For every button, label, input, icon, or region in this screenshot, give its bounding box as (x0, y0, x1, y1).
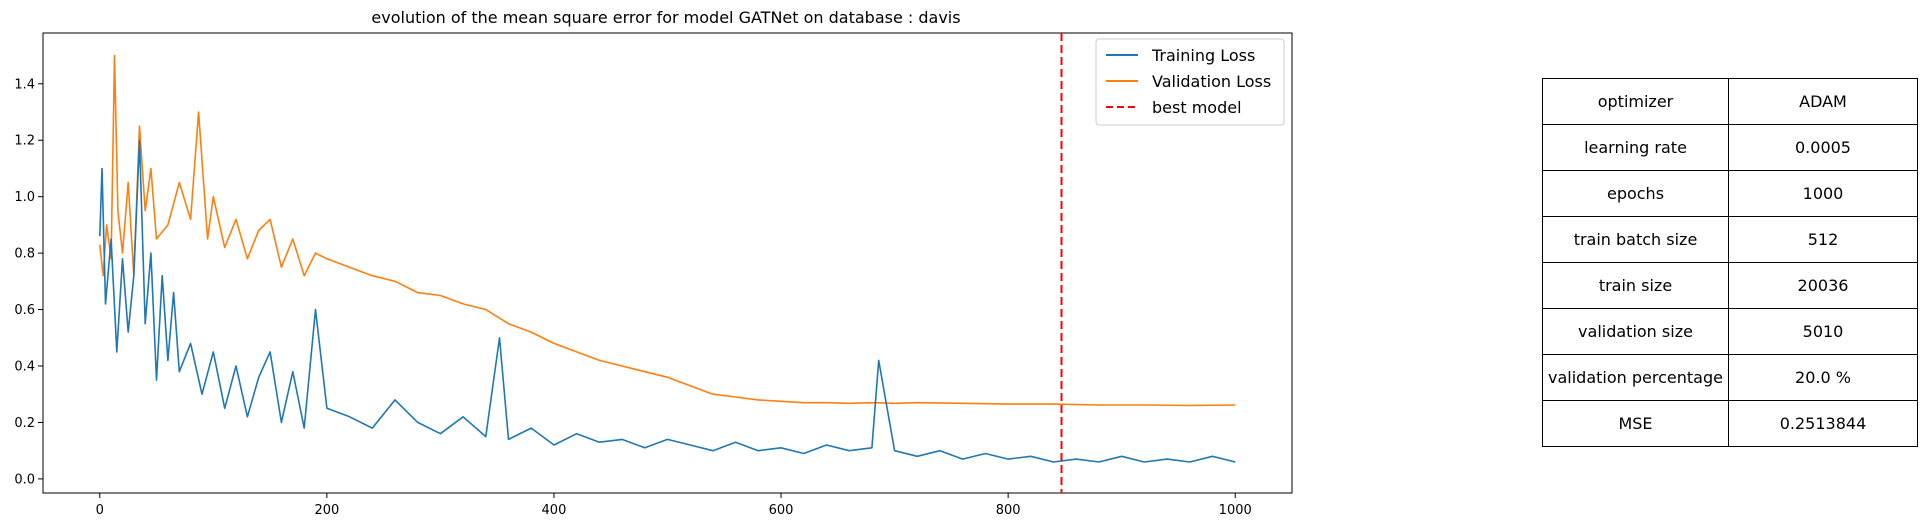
y-tick-label: 1.2 (14, 134, 35, 149)
param-name: optimizer (1542, 78, 1729, 125)
param-name: validation percentage (1542, 354, 1729, 401)
param-value: 20.0 % (1728, 354, 1918, 401)
table-row: train batch size 512 (1542, 216, 1918, 263)
param-name: learning rate (1542, 124, 1729, 171)
series-line-training-loss (99, 139, 1236, 463)
x-tick-label: 400 (542, 503, 567, 518)
param-value: 1000 (1728, 170, 1918, 217)
legend-box (1095, 38, 1285, 126)
param-name: MSE (1542, 400, 1729, 447)
table-row: MSE 0.2513844 (1542, 400, 1918, 447)
series-layer (99, 54, 1236, 463)
x-axis: 0 200 400 600 800 1000 (96, 493, 1252, 518)
y-tick-label: 0.4 (14, 360, 35, 375)
legend-label-best: best model (1152, 98, 1242, 117)
table-row: epochs 1000 (1542, 170, 1918, 217)
y-tick-label: 0.6 (14, 303, 35, 318)
param-value: 0.2513844 (1728, 400, 1918, 447)
y-tick-label: 0.2 (14, 416, 35, 431)
table-row: validation size 5010 (1542, 308, 1918, 355)
table-row: train size 20036 (1542, 262, 1918, 309)
table-row: validation percentage 20.0 % (1542, 354, 1918, 401)
x-tick-label: 200 (314, 503, 339, 518)
parameters-table: optimizer ADAM learning rate 0.0005 epochs 10… (1542, 78, 1918, 447)
y-tick-label: 0.0 (14, 472, 35, 487)
param-value: 0.0005 (1728, 124, 1918, 171)
legend-label-validation: Validation Loss (1152, 72, 1271, 91)
plot-frame (42, 32, 1293, 494)
param-name: validation size (1542, 308, 1729, 355)
y-tick-label: 1.0 (14, 190, 35, 205)
x-tick-label: 800 (996, 503, 1021, 518)
param-value: 512 (1728, 216, 1918, 263)
param-value: ADAM (1728, 78, 1918, 125)
chart-title: evolution of the mean square error for m… (371, 8, 960, 27)
legend: Training Loss Validation Loss best model (1095, 38, 1285, 126)
y-tick-label: 1.4 (14, 77, 35, 92)
x-tick-label: 0 (96, 503, 104, 518)
series-line-validation-loss (99, 54, 1236, 407)
legend-label-training: Training Loss (1151, 46, 1255, 65)
param-name: train size (1542, 262, 1729, 309)
x-tick-label: 600 (769, 503, 794, 518)
param-name: epochs (1542, 170, 1729, 217)
y-tick-label: 0.8 (14, 247, 35, 262)
param-value: 20036 (1728, 262, 1918, 309)
y-axis: 0.0 0.2 0.4 0.6 0.8 1.0 1.2 1.4 (14, 77, 43, 487)
param-name: train batch size (1542, 216, 1729, 263)
table-row: optimizer ADAM (1542, 78, 1918, 125)
param-value: 5010 (1728, 308, 1918, 355)
table-row: learning rate 0.0005 (1542, 124, 1918, 171)
x-tick-label: 1000 (1219, 503, 1252, 518)
